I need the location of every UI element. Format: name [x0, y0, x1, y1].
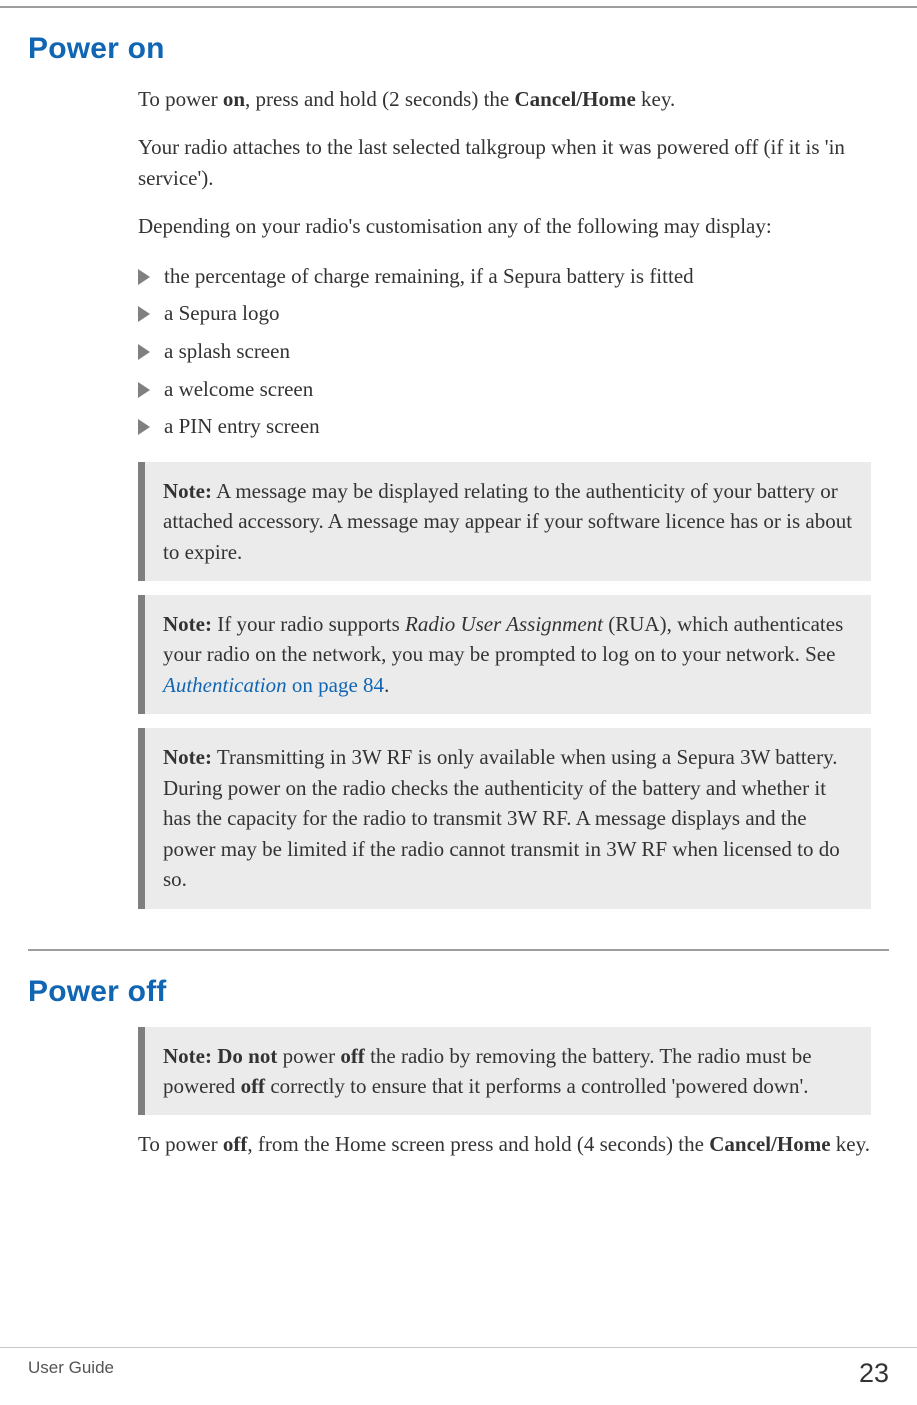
note-3w-rf: Note: Transmitting in 3W RF is only avai… [138, 728, 871, 908]
note-label: Note: [163, 479, 212, 503]
link-text-italic: Authentication [163, 673, 287, 697]
heading-power-on: Power on [28, 32, 889, 66]
note-label: Note: [163, 1044, 212, 1068]
power-on-p1: To power on, press and hold (2 seconds) … [138, 84, 871, 114]
text: , from the Home screen press and hold (4… [247, 1132, 709, 1156]
note-text: Transmitting in 3W RF is only available … [163, 745, 840, 891]
note-label: Note: [163, 745, 212, 769]
power-off-body: Note: Do not power off the radio by remo… [138, 1027, 871, 1160]
note-power-off: Note: Do not power off the radio by remo… [138, 1027, 871, 1116]
text: , press and hold (2 seconds) the [245, 87, 514, 111]
power-on-p3: Depending on your radio's customisation … [138, 211, 871, 241]
text-bold: off [223, 1132, 248, 1156]
list-item: a splash screen [138, 335, 871, 369]
footer-doc-title: User Guide [28, 1358, 114, 1378]
note-text-italic: Radio User Assignment [405, 612, 603, 636]
note-text: power [277, 1044, 340, 1068]
customisation-list: the percentage of charge remaining, if a… [138, 260, 871, 444]
power-on-p2: Your radio attaches to the last selected… [138, 132, 871, 193]
footer-page-number: 23 [859, 1358, 889, 1389]
note-label: Note: [163, 612, 212, 636]
note-text-bold: off [340, 1044, 365, 1068]
note-text: correctly to ensure that it performs a c… [265, 1074, 808, 1098]
power-off-p1: To power off, from the Home screen press… [138, 1129, 871, 1159]
heading-power-off: Power off [28, 975, 889, 1009]
text: To power [138, 1132, 223, 1156]
note-rua: Note: If your radio supports Radio User … [138, 595, 871, 714]
list-item: the percentage of charge remaining, if a… [138, 260, 871, 294]
page-footer: User Guide 23 [0, 1347, 917, 1405]
top-rule [0, 6, 917, 8]
note-text: . [384, 673, 389, 697]
text: key. [636, 87, 675, 111]
power-on-body: To power on, press and hold (2 seconds) … [138, 84, 871, 909]
section-divider [28, 949, 889, 951]
text-bold: on [223, 87, 245, 111]
list-item: a welcome screen [138, 373, 871, 407]
text: To power [138, 87, 223, 111]
link-authentication[interactable]: Authentication on page 84 [163, 673, 384, 697]
text-bold: Cancel/Home [514, 87, 635, 111]
list-item: a PIN entry screen [138, 410, 871, 444]
content-area: Power on To power on, press and hold (2 … [0, 32, 917, 1160]
text-bold: Cancel/Home [709, 1132, 830, 1156]
note-text-bold: Do not [217, 1044, 277, 1068]
note-text: A message may be displayed relating to t… [163, 479, 852, 564]
text: key. [831, 1132, 870, 1156]
note-text-bold: off [241, 1074, 266, 1098]
note-text: If your radio supports [212, 612, 405, 636]
link-text: on page 84 [287, 673, 384, 697]
note-authenticity: Note: A message may be displayed relatin… [138, 462, 871, 581]
list-item: a Sepura logo [138, 297, 871, 331]
page: Power on To power on, press and hold (2 … [0, 0, 917, 1405]
